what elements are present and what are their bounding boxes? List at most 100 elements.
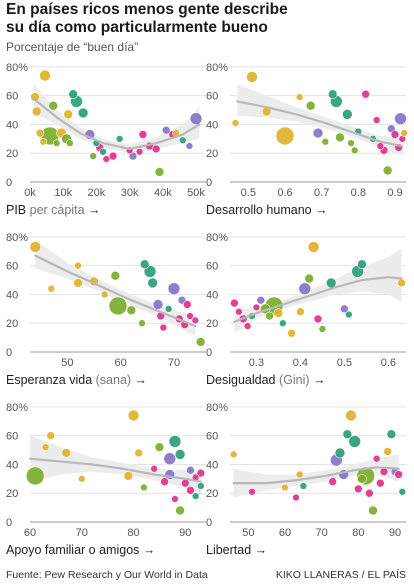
data-point <box>175 505 185 516</box>
data-point <box>195 337 206 347</box>
data-point <box>287 328 296 338</box>
data-point <box>66 139 74 147</box>
panel-4: 0 20 40 60 80% 0.3 0.4 0.5 0.6 Desigualdad (Gini)… <box>206 232 406 387</box>
x-tick-label: 10k <box>54 187 72 199</box>
data-point <box>77 107 89 119</box>
x-tick-label: 70 <box>76 527 88 539</box>
data-point <box>39 69 51 82</box>
chart-title-line2: su día como particularmente bueno <box>6 19 268 36</box>
data-point <box>397 278 406 288</box>
data-point <box>340 304 349 314</box>
data-point <box>191 316 200 325</box>
data-point <box>298 282 312 295</box>
data-point <box>154 167 165 177</box>
y-tick-label: 80% <box>6 62 28 74</box>
y-tick-label: 60 <box>206 261 218 273</box>
x-axis-arrow: → <box>139 543 155 557</box>
data-point <box>295 93 304 101</box>
y-tick-label: 80% <box>206 62 228 74</box>
x-tick-label: 60 <box>24 527 36 539</box>
x-tick-label: 0.5 <box>241 187 256 199</box>
data-point <box>334 447 346 459</box>
x-tick-label: 0.7 <box>314 187 329 199</box>
data-point <box>134 448 144 458</box>
data-point <box>365 488 374 498</box>
x-axis-arrow: → <box>85 203 101 217</box>
data-point <box>313 314 323 324</box>
data-point <box>307 241 320 253</box>
data-point <box>382 165 393 176</box>
data-point <box>73 278 83 288</box>
x-tick-label: 30k <box>121 187 139 199</box>
x-tick-label: 0.4 <box>293 357 308 369</box>
x-tick-label: 60 <box>279 527 291 539</box>
data-point <box>63 109 73 120</box>
data-point <box>372 116 381 124</box>
x-tick-label: 50 <box>61 357 73 369</box>
chart-title-line1: En países ricos menos gente describe <box>6 1 288 18</box>
data-point <box>77 475 86 483</box>
y-tick-label: 0 <box>6 517 12 529</box>
data-point <box>186 312 194 320</box>
x-axis-arrow: → <box>251 543 267 557</box>
data-point <box>299 482 308 490</box>
y-tick-label: 40 <box>6 119 18 131</box>
data-point <box>398 487 407 496</box>
y-tick-label: 60 <box>6 261 18 273</box>
data-point <box>189 112 203 125</box>
data-point <box>164 305 173 313</box>
data-point <box>102 155 111 163</box>
data-point <box>160 477 169 487</box>
x-tick-label: 50 <box>242 527 254 539</box>
data-point <box>139 259 150 270</box>
y-tick-label: 40 <box>206 289 218 301</box>
y-tick-label: 80% <box>206 402 228 414</box>
y-tick-label: 40 <box>6 459 18 471</box>
data-point <box>357 474 367 484</box>
y-tick-label: 60 <box>6 431 18 443</box>
x-axis-label: Esperanza vida (sana) → <box>6 373 147 387</box>
data-point <box>304 273 315 284</box>
data-point <box>357 259 367 270</box>
x-tick-label: 50k <box>187 187 205 199</box>
y-tick-label: 60 <box>206 431 218 443</box>
data-point <box>390 130 400 139</box>
data-point <box>74 261 82 270</box>
data-point <box>154 442 165 452</box>
data-point <box>183 300 192 309</box>
x-tick-label: 90 <box>179 527 191 539</box>
source-note: Fuente: Pew Research y Our World in Data <box>6 569 208 581</box>
data-point <box>191 492 200 500</box>
data-point <box>354 484 363 494</box>
data-point <box>246 71 258 83</box>
confidence-band <box>237 84 403 157</box>
data-point <box>321 137 330 146</box>
trend-line <box>232 466 400 485</box>
data-point <box>138 319 146 328</box>
data-point <box>281 483 289 492</box>
data-point <box>140 483 148 492</box>
x-axis-label-main: Libertad <box>206 543 251 557</box>
data-point <box>347 139 355 147</box>
y-tick-label: 40 <box>206 459 218 471</box>
data-point <box>231 119 240 127</box>
y-tick-label: 20 <box>6 318 18 330</box>
data-point <box>295 470 304 479</box>
data-point <box>273 308 284 318</box>
panel-6: 0 20 40 60 80% 50 60 70 80 90 Libertad → <box>206 402 407 557</box>
data-point <box>368 505 378 516</box>
x-axis-label-qualifier: (sana) <box>92 373 131 387</box>
data-point <box>248 487 256 496</box>
data-point <box>46 431 56 440</box>
x-tick-label: 60 <box>115 357 127 369</box>
data-point <box>386 429 397 440</box>
x-axis-label-main: Desarrollo humano <box>206 203 312 217</box>
panel-1: 0 20 40 60 80% 0k 10k 20k 30k 40k 50k PIB per cápit… <box>6 62 206 217</box>
data-point <box>143 265 157 278</box>
data-point <box>230 298 239 308</box>
data-point <box>350 146 359 155</box>
trend-line <box>233 276 403 323</box>
x-axis-arrow: → <box>312 203 328 217</box>
confidence-band <box>30 435 201 494</box>
